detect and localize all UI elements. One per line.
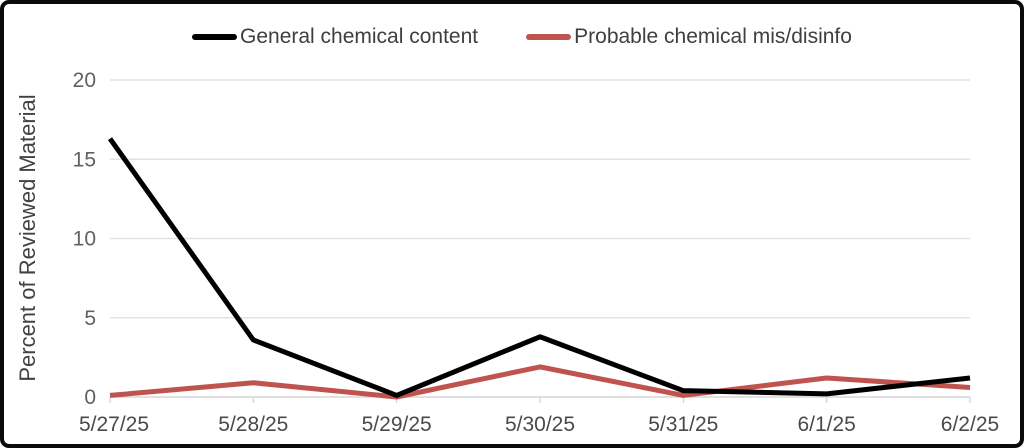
y-tick-label-20: 20	[73, 69, 96, 92]
chart-legend: General chemical content Probable chemic…	[192, 26, 852, 47]
y-tick-label-15: 15	[73, 148, 96, 171]
series-line-1	[109, 364, 971, 400]
legend-item-general-chemical-content: General chemical content	[192, 26, 478, 47]
x-tick-label-2: 5/29/25	[362, 413, 432, 436]
x-tick-label-0: 5/27/25	[79, 413, 149, 436]
legend-label: General chemical content	[240, 25, 479, 48]
x-tick-label-5: 6/1/25	[797, 413, 855, 436]
x-tick-label-6: 6/2/25	[941, 413, 999, 436]
series-line-0	[107, 137, 971, 398]
x-tick-label-3: 5/30/25	[505, 413, 575, 436]
y-tick-label-10: 10	[73, 228, 96, 251]
legend-swatch-red-line	[526, 33, 572, 40]
line-chart: 0 5 10 15 20 5/27/25 5/28/25 5/29/25 5/30/25 5/31…	[15, 69, 999, 436]
y-tick-label-0: 0	[84, 386, 96, 409]
legend-label: Probable chemical mis/disinfo	[574, 25, 852, 48]
y-tick-label-5: 5	[84, 307, 96, 330]
legend-item-probable-chemical-misdisinfo: Probable chemical mis/disinfo	[526, 26, 852, 47]
y-axis-title: Percent of Reviewed Material	[15, 94, 40, 381]
x-tick-label-1: 5/28/25	[218, 413, 288, 436]
legend-swatch-black-line	[192, 33, 237, 40]
x-tick-label-4: 5/31/25	[648, 413, 718, 436]
